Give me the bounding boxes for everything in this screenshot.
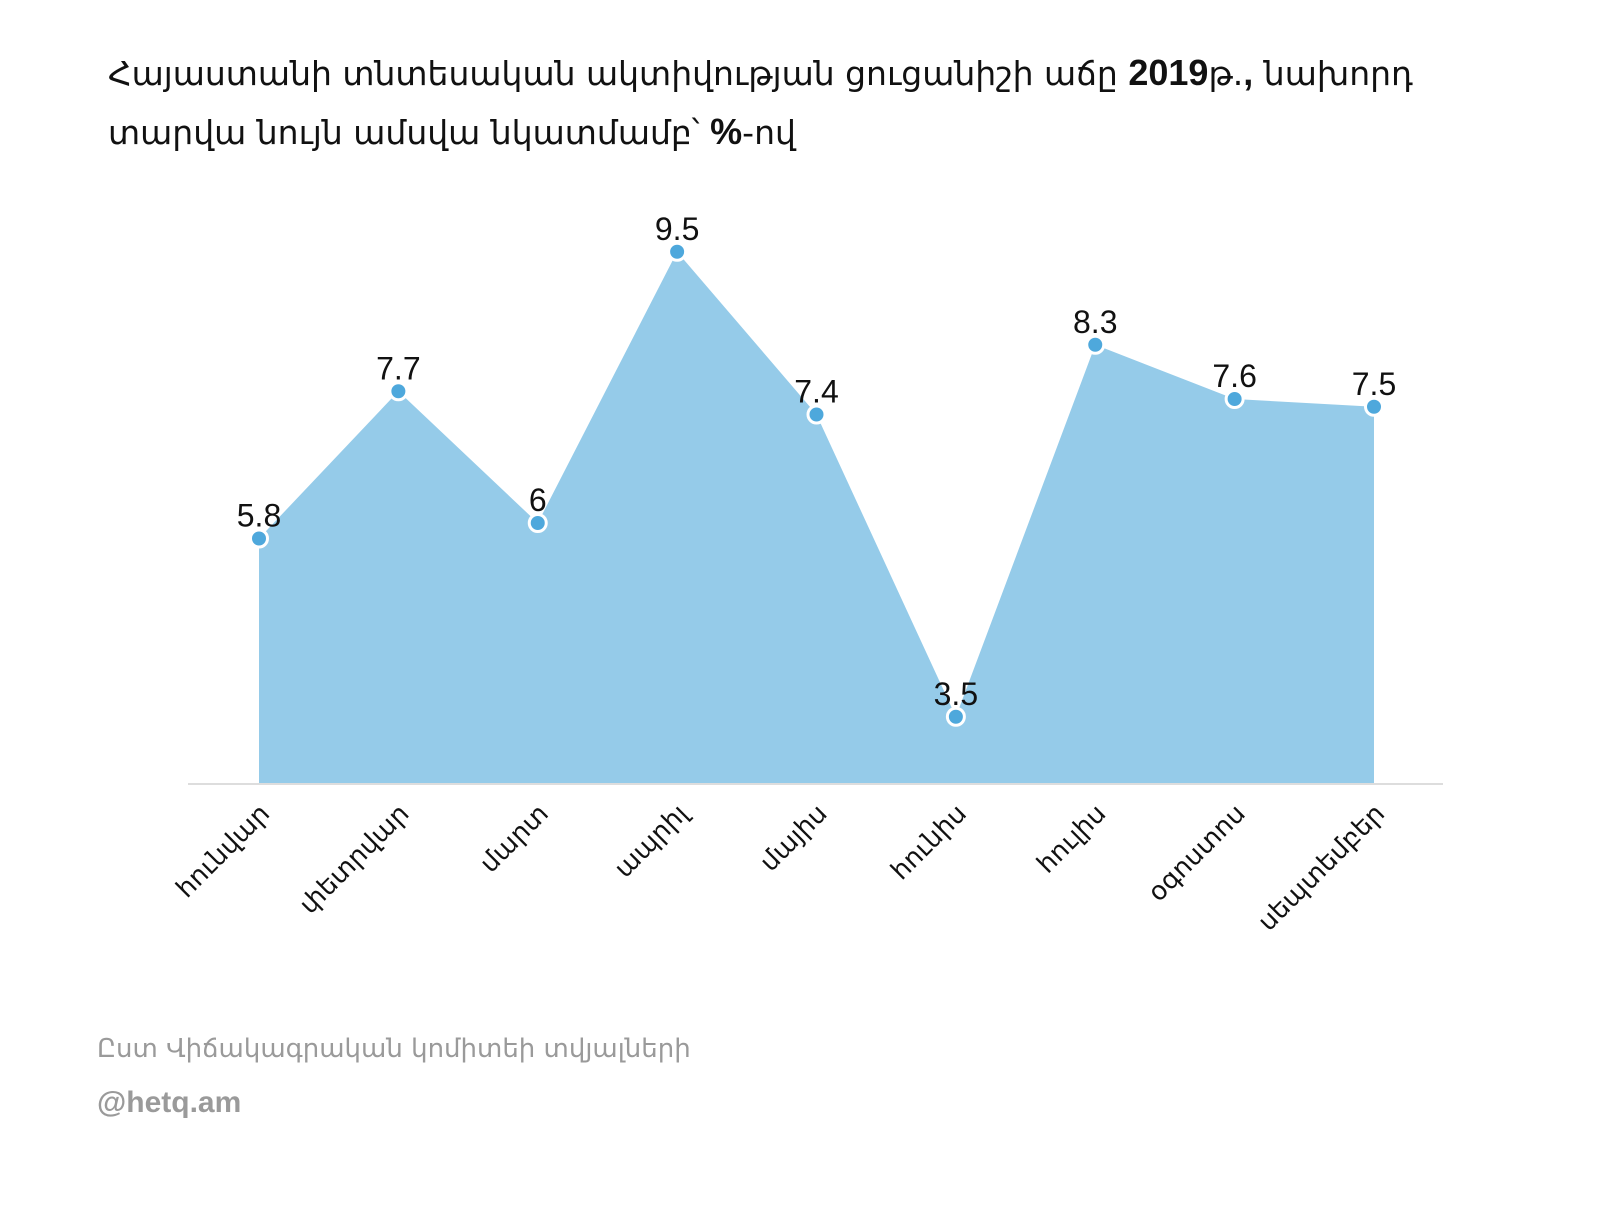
chart-title: Հայաստանի տնտեսական ակտիվության ցուցանիշ… [108,44,1448,162]
data-point [388,381,409,402]
x-tick-label: փետրվար [294,799,416,921]
data-label: 8.3 [1073,304,1117,340]
title-part: , [1243,52,1254,93]
x-tick-label: մարտ [474,799,554,879]
x-tick-label: օգոստոս [1143,799,1252,908]
x-tick-label: հունվար [171,799,276,904]
title-part: Հայաստանի տնտեսական ակտիվության ցուցանիշ… [108,54,1129,93]
data-point [945,706,966,727]
title-part: % [710,111,743,152]
x-tick-label: մայիս [754,799,833,878]
data-label: 3.5 [934,676,978,712]
x-tick-label: հուլիս [1031,799,1112,880]
title-part: -ով [742,113,796,152]
data-point [1085,334,1106,355]
area-series [259,251,1374,784]
data-label: 7.6 [1212,358,1256,394]
data-point [249,528,269,549]
source-note: Ըստ Վիճակագրական կոմիտեի տվյալների [97,1034,691,1064]
title-year: 2019 [1128,52,1209,93]
credit: @hetq.am [97,1086,242,1119]
data-point [527,513,548,533]
data-point [1224,389,1245,409]
data-label: 6 [529,482,547,518]
area-chart: 5.8 հունվար 7.7 փետրվար 6 մարտ 9.5 ապրիլ 7.4 մայի… [171,211,1443,938]
data-label: 7.7 [376,350,420,386]
title-part: թ. [1208,54,1244,93]
data-point [806,404,827,425]
data-point [667,241,688,262]
data-label: 7.4 [794,374,838,410]
x-tick-label: հունիս [885,799,972,886]
data-label: 5.8 [237,498,281,534]
x-tick-label: ապրիլ [609,798,695,884]
title-part: նախորդ տարվա նույն ամսվա նկատմամբ՝ [108,54,1413,152]
x-tick-label: սեպտեմբեր [1252,799,1391,938]
data-point [1364,396,1384,417]
data-label: 7.5 [1352,366,1396,402]
data-label: 9.5 [655,211,699,247]
